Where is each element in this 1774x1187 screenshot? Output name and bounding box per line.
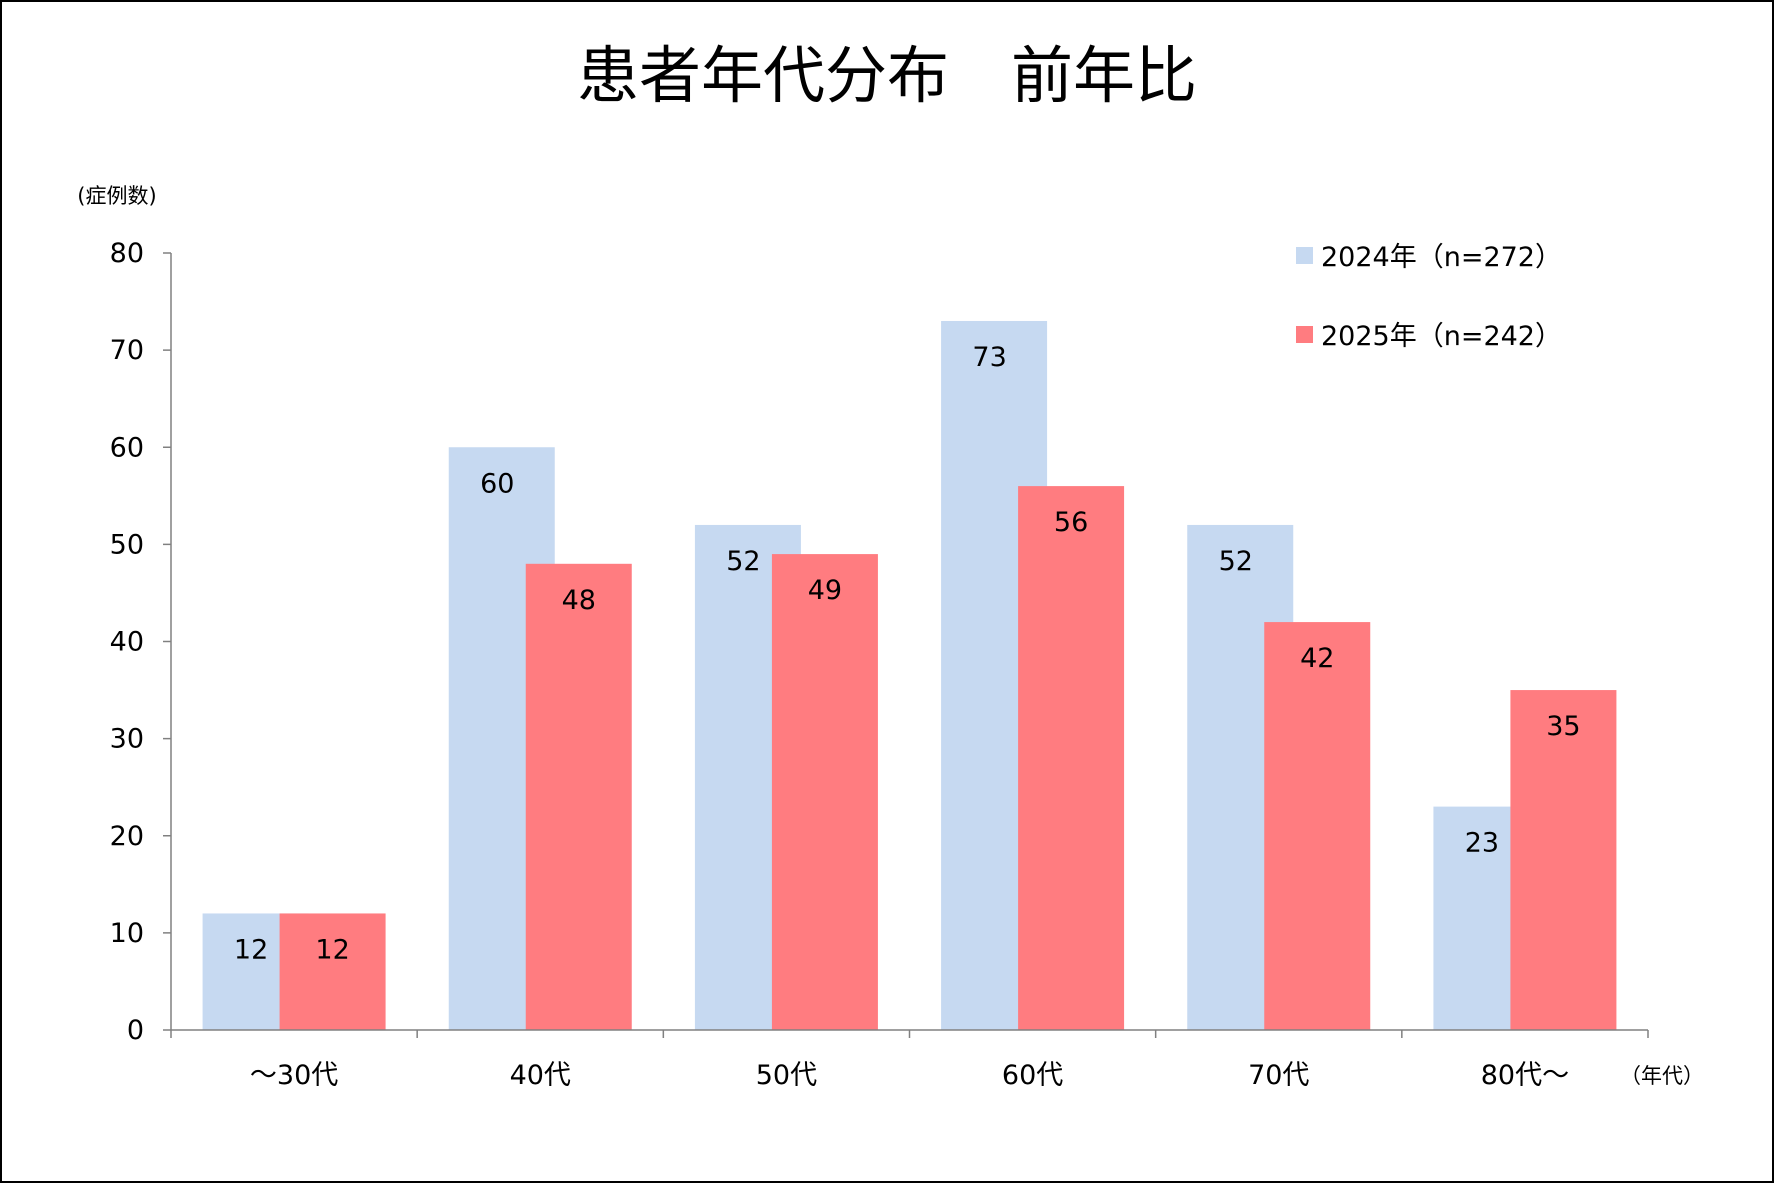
chart-title: 患者年代分布 前年比	[577, 39, 1197, 112]
data-label-series-1-1: 12	[234, 934, 268, 965]
category-label-3: 50代	[756, 1060, 817, 1091]
labels-layer: 12 60 52 73 52 23 12 48 49 56 42 35	[234, 342, 1581, 965]
x-axis-label: （年代）	[1620, 1064, 1704, 1088]
data-label-series-1-2: 60	[480, 468, 514, 499]
data-label-series-1-4: 73	[972, 342, 1006, 373]
legend-label-2: 2025年（n=242）	[1321, 321, 1562, 352]
category-label-4: 60代	[1002, 1060, 1063, 1091]
bar-series-2-6	[1510, 690, 1617, 1030]
data-label-series-1-6: 23	[1465, 828, 1499, 859]
bar-series-2-1	[279, 913, 386, 1030]
y-axis-label: (症例数)	[77, 184, 156, 208]
data-label-series-2-1: 12	[315, 934, 349, 965]
y-tick-label-3: 30	[110, 724, 144, 755]
category-label-6: 80代～	[1481, 1060, 1569, 1091]
y-tick-label-1: 10	[110, 918, 144, 949]
data-label-series-2-5: 42	[1300, 643, 1334, 674]
y-tick-label-4: 40	[110, 627, 144, 658]
data-label-series-1-5: 52	[1219, 546, 1253, 577]
category-label-5: 70代	[1248, 1060, 1309, 1091]
bar-series-2-3	[771, 554, 878, 1030]
y-tick-label-8: 80	[110, 238, 144, 269]
data-label-series-1-3: 52	[726, 546, 760, 577]
y-tick-label-5: 50	[110, 529, 144, 560]
y-tick-label-6: 60	[110, 432, 144, 463]
y-tick-label-7: 70	[110, 335, 144, 366]
bars-layer	[202, 320, 1617, 1031]
category-label-2: 40代	[510, 1060, 571, 1091]
legend-swatch-2	[1296, 326, 1313, 343]
legend: 2024年（n=272） 2025年（n=242）	[1296, 242, 1562, 352]
data-label-series-2-4: 56	[1054, 507, 1088, 538]
bar-series-2-5	[1264, 622, 1371, 1030]
y-tick-label-2: 20	[110, 821, 144, 852]
category-label-1: ～30代	[250, 1060, 338, 1091]
legend-swatch-1	[1296, 247, 1313, 264]
data-label-series-2-3: 49	[808, 575, 842, 606]
legend-label-1: 2024年（n=272）	[1321, 242, 1562, 273]
axes-layer: 0 10 20 30 40 50 60 70 80 ～30代 40代 50代 60代 70代 80代～	[110, 238, 1649, 1091]
y-tick-label-0: 0	[127, 1015, 144, 1046]
data-label-series-2-2: 48	[562, 585, 596, 616]
data-label-series-2-6: 35	[1546, 711, 1580, 742]
bar-series-2-2	[525, 563, 632, 1030]
bar-series-2-4	[1018, 486, 1125, 1031]
